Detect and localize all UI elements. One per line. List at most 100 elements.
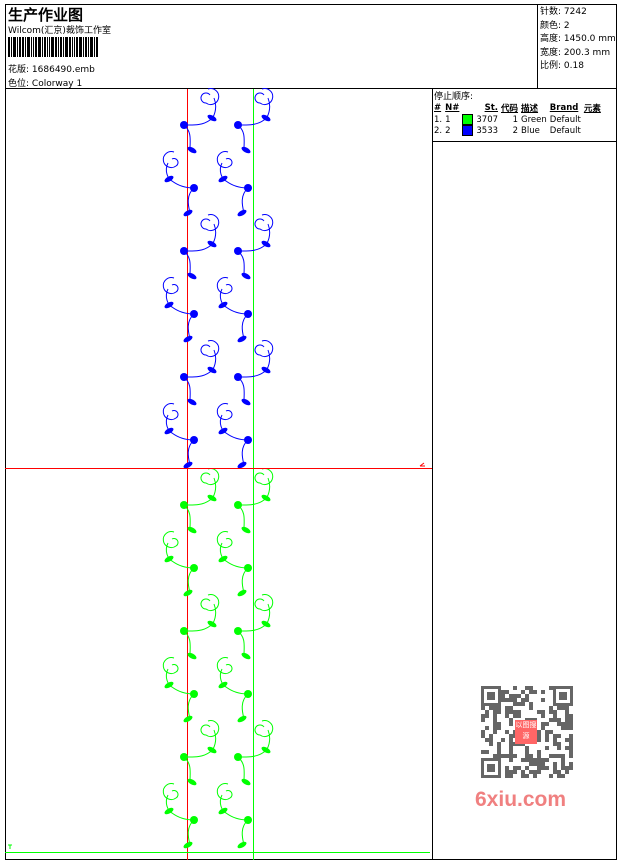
design-label: 花版:: [8, 65, 30, 75]
qr-module: [487, 764, 495, 772]
qr-module: [541, 698, 545, 702]
bud-dot: [190, 690, 198, 698]
qr-module: [501, 698, 505, 702]
qr-module: [565, 718, 569, 722]
qr-module: [493, 730, 497, 734]
qr-module: [545, 730, 549, 734]
qr-module: [497, 742, 501, 746]
qr-module: [569, 714, 573, 718]
qr-module: [517, 694, 521, 698]
leaf: [241, 146, 251, 154]
color-swatch-green: [462, 114, 474, 125]
row-index: 1.: [434, 114, 443, 125]
barcode-bar: [31, 37, 32, 57]
leaf: [164, 427, 174, 435]
barcode-bar: [8, 37, 10, 57]
column-header: Brand: [549, 103, 579, 113]
vine-stem: [162, 531, 195, 594]
barcode-bar: [22, 37, 24, 57]
qr-module: [513, 742, 517, 746]
info-label: 高度:: [540, 34, 562, 44]
leaf: [261, 620, 271, 628]
barcode: [8, 37, 140, 57]
qr-module: [513, 702, 517, 706]
bud-dot: [180, 501, 188, 509]
leaf: [183, 335, 193, 343]
qr-module: [557, 746, 561, 750]
qr-module: [569, 746, 573, 750]
barcode-bar: [55, 37, 57, 57]
qr-module: [509, 722, 513, 726]
qr-module: [509, 754, 513, 758]
qr-module: [541, 690, 545, 694]
bud-dot: [190, 184, 198, 192]
qr-module: [487, 692, 495, 700]
qr-module: [509, 742, 513, 746]
row-brand: Default: [549, 114, 581, 125]
qr-module: [565, 746, 569, 750]
barcode-bar: [76, 37, 78, 57]
qr-module: [489, 706, 493, 710]
bud-dot: [180, 247, 188, 255]
design-file: 花版: 1686490.emb: [8, 62, 95, 75]
qr-module: [505, 766, 509, 770]
qr-module: [497, 754, 501, 758]
qr-module: [561, 762, 565, 766]
info-label: 颜色:: [540, 20, 562, 31]
qr-module: [537, 710, 541, 714]
qr-module: [497, 750, 501, 754]
leaf: [187, 778, 197, 786]
qr-module: [545, 738, 549, 742]
stop-sequence-table: # N# St. 代码 描述 Brand 元素 1. 1 3707 1 Gree…: [434, 102, 604, 136]
qr-module: [505, 706, 509, 710]
qr-module: [509, 698, 513, 702]
barcode-bar: [17, 37, 18, 57]
row-index: 2.: [434, 125, 443, 136]
vine-stem: [162, 783, 195, 846]
qr-module: [541, 758, 545, 762]
qr-module: [533, 690, 537, 694]
qr-module: [513, 698, 517, 702]
qr-module: [561, 722, 565, 726]
barcode-bar: [58, 37, 59, 57]
bud-dot: [244, 184, 252, 192]
qr-module: [521, 742, 525, 746]
vine-stem: [216, 151, 249, 214]
qr-module: [569, 734, 573, 738]
column-header: N#: [445, 103, 460, 113]
info-label: 宽度:: [540, 47, 562, 58]
qr-module: [521, 698, 525, 702]
qr-module: [565, 722, 569, 726]
barcode-bar: [49, 37, 50, 57]
qr-module: [561, 726, 565, 730]
vine-stem: [162, 403, 195, 466]
qr-module: [529, 758, 533, 762]
qr-module: [549, 710, 553, 714]
qr-module: [537, 754, 541, 758]
qr-module: [537, 766, 541, 770]
info-stitches: 针数: 7242: [540, 6, 616, 20]
qr-module: [537, 758, 541, 762]
qr-module: [493, 706, 497, 710]
qr-module: [505, 690, 509, 694]
qr-module: [569, 722, 573, 726]
stop-sequence-title: 停止顺序:: [434, 92, 474, 102]
qr-module: [565, 710, 569, 714]
qr-module: [565, 726, 569, 730]
barcode-bar: [63, 37, 64, 57]
qr-module: [505, 714, 509, 718]
qr-module: [525, 694, 529, 698]
qr-module: [525, 758, 529, 762]
leaf: [207, 746, 217, 754]
bud-dot: [180, 627, 188, 635]
qr-module: [545, 722, 549, 726]
info-value: 0.18: [563, 61, 584, 71]
qr-module: [485, 710, 489, 714]
leaf: [218, 555, 228, 563]
column-header: 描述: [521, 104, 539, 114]
qr-module: [493, 710, 497, 714]
leaf: [261, 746, 271, 754]
panel-divider: [432, 88, 433, 860]
qr-module: [569, 742, 573, 746]
qr-module: [481, 714, 485, 718]
